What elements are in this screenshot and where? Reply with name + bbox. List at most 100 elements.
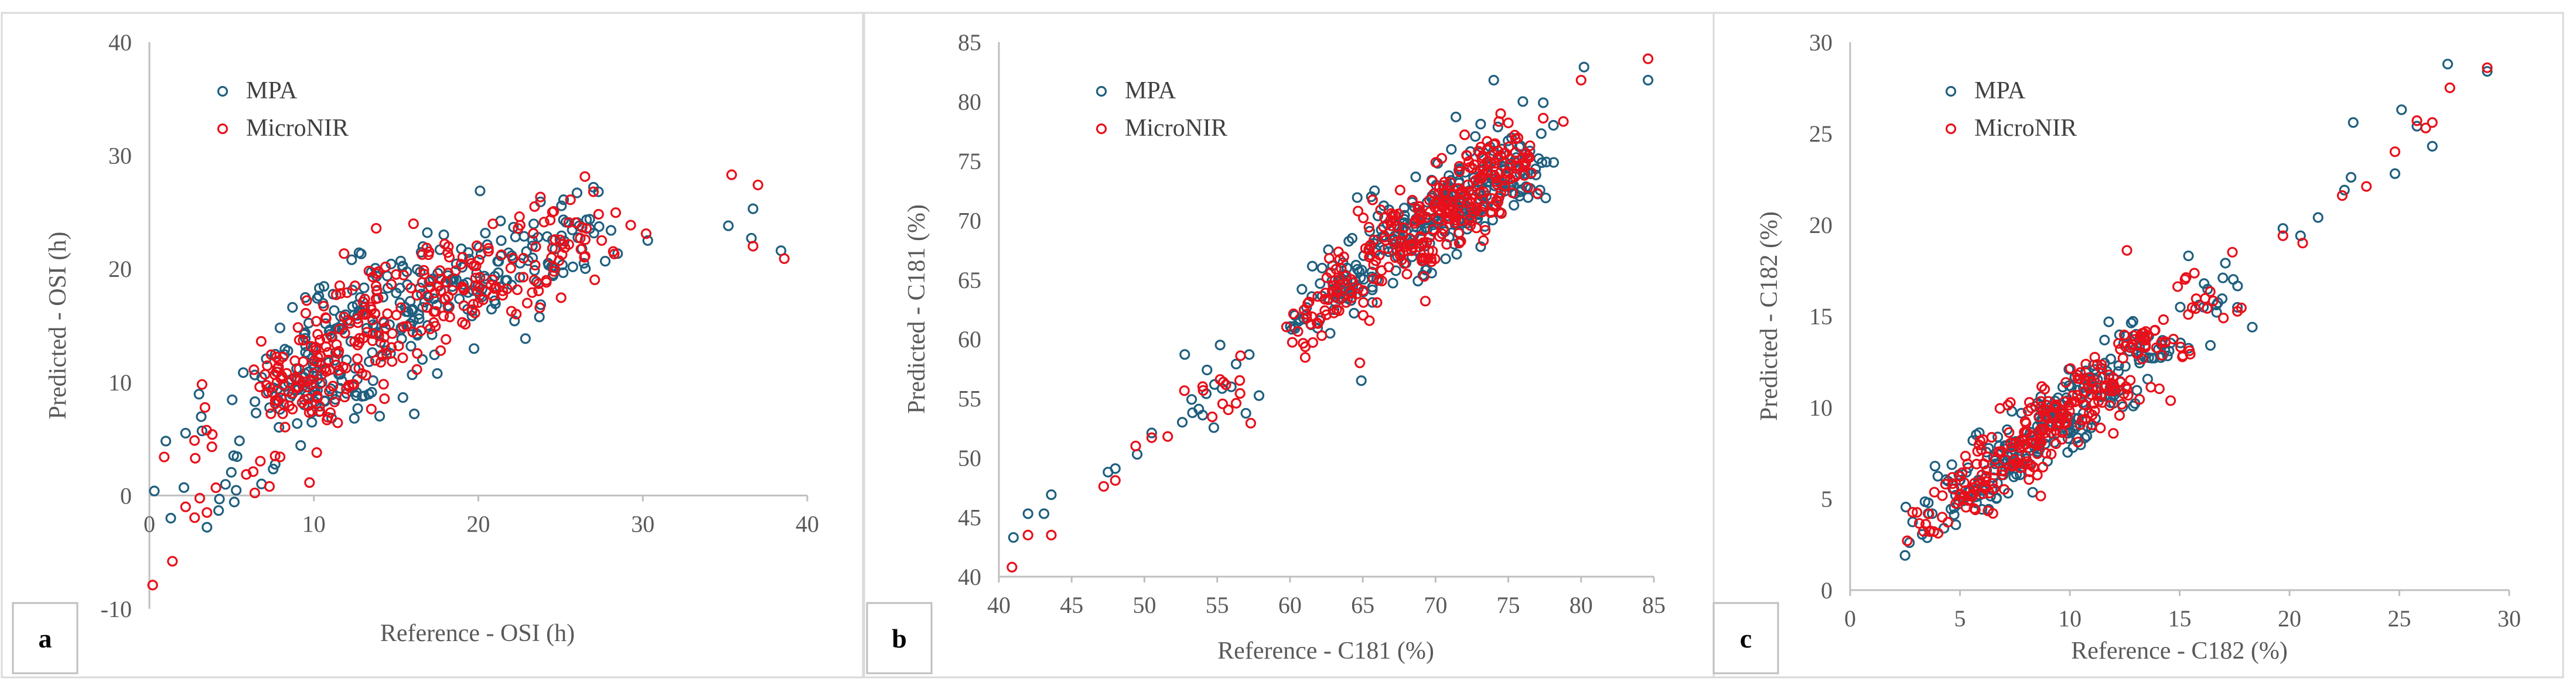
data-point [1372, 210, 1384, 221]
data-point [1418, 271, 1429, 282]
data-point [352, 313, 363, 324]
data-point [599, 256, 611, 267]
data-point [231, 485, 242, 496]
data-point [528, 228, 539, 239]
data-point [567, 261, 578, 272]
data-point [2168, 334, 2179, 345]
y-tick-label: 30 [108, 143, 132, 169]
data-point [2205, 340, 2216, 351]
data-point [2227, 274, 2239, 285]
data-point [1475, 141, 1486, 153]
data-point [334, 280, 346, 292]
data-point [1357, 285, 1369, 296]
data-point [1476, 152, 1487, 163]
data-point [1438, 180, 1449, 191]
data-point [1008, 532, 1019, 543]
data-point [2039, 410, 2050, 422]
data-point [470, 272, 481, 283]
data-point [306, 417, 318, 428]
data-point [2183, 250, 2194, 262]
data-point [311, 447, 322, 458]
data-point [380, 322, 391, 334]
data-point [456, 259, 467, 270]
data-point [530, 259, 541, 270]
data-point [2134, 394, 2145, 405]
data-point [1386, 220, 1397, 231]
data-point [521, 297, 533, 309]
data-point [1488, 139, 1499, 150]
data-point [520, 333, 531, 344]
y-tick-label: 20 [1809, 212, 1833, 238]
data-point [2121, 245, 2133, 256]
data-point [588, 228, 599, 239]
data-point [505, 262, 516, 274]
data-point [1510, 147, 1521, 158]
data-point [1434, 231, 1445, 242]
data-point [379, 339, 390, 350]
data-point [2116, 399, 2127, 410]
data-point [1929, 487, 1940, 498]
data-point [2106, 378, 2117, 389]
data-point [443, 303, 454, 314]
data-point [1363, 221, 1374, 233]
data-point [2133, 347, 2144, 359]
data-point [1465, 220, 1476, 231]
data-point [365, 302, 376, 313]
data-point [509, 316, 520, 327]
data-point [165, 513, 176, 524]
data-point [409, 408, 420, 420]
legend-entry: MicroNIR [1974, 115, 2077, 142]
data-point [395, 302, 407, 313]
data-point [1959, 490, 1970, 502]
data-point [2218, 313, 2229, 324]
data-point [2123, 390, 2134, 401]
data-point [331, 339, 342, 350]
data-point [194, 492, 206, 504]
data-point [277, 351, 288, 362]
data-point [1146, 432, 1157, 443]
data-point [196, 379, 207, 390]
data-point [2092, 382, 2103, 393]
data-point [196, 411, 207, 422]
data-point [367, 314, 378, 326]
y-axis-title: Predicted - C182 (%) [1756, 211, 1783, 421]
data-point [1296, 284, 1308, 295]
data-point [269, 450, 281, 461]
data-point [268, 464, 279, 475]
data-point [1929, 461, 1940, 472]
data-point [1964, 491, 1975, 502]
data-point [1478, 235, 1489, 246]
data-point [1433, 188, 1444, 199]
data-point [397, 352, 408, 364]
data-point [1427, 245, 1438, 257]
data-point [1312, 318, 1323, 329]
data-point [255, 455, 266, 467]
data-point [1350, 259, 1362, 270]
data-point [322, 347, 334, 358]
data-point [1519, 170, 1530, 181]
data-point [1997, 469, 2008, 481]
data-point [320, 341, 332, 352]
data-point [2026, 402, 2037, 413]
data-point [1240, 407, 1251, 419]
data-point [2247, 321, 2258, 333]
data-point [249, 487, 261, 499]
legend-entry: MPA [1974, 77, 2026, 104]
data-point [300, 347, 311, 358]
data-point [1253, 390, 1265, 401]
data-point [1217, 398, 1228, 409]
data-point [554, 234, 565, 245]
data-point [2202, 303, 2213, 314]
data-point [1509, 200, 1520, 211]
data-point [1642, 53, 1654, 64]
legend-marker [1945, 123, 1957, 135]
data-point [576, 222, 588, 233]
x-tick-label: 30 [631, 511, 654, 537]
data-point [408, 315, 419, 326]
data-point [2113, 338, 2124, 349]
data-point [2162, 350, 2173, 362]
data-point [202, 507, 213, 518]
data-point [1642, 74, 1654, 86]
data-point [1022, 529, 1033, 541]
